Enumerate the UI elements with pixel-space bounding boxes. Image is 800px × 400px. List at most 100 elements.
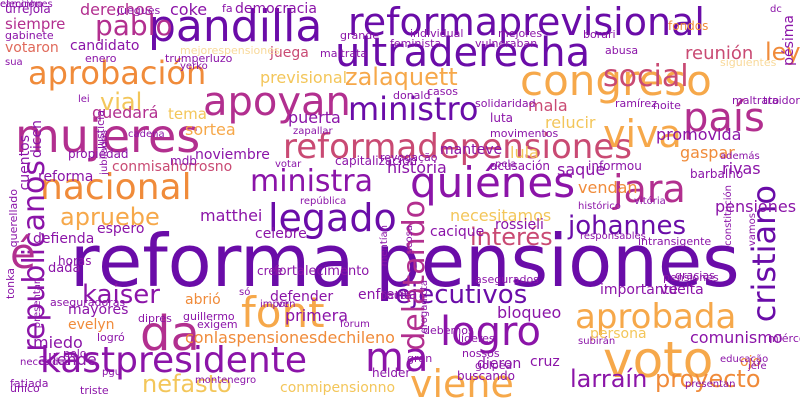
cloud-word: larraín (570, 365, 648, 393)
cloud-word: informou (588, 159, 642, 173)
cloud-word: gran (407, 352, 433, 365)
cloud-word: congreso (520, 56, 712, 105)
cloud-word: proyecto (655, 365, 761, 393)
cloud-word: ejecutivos (395, 280, 528, 310)
cloud-word: urrejola (5, 2, 51, 16)
cloud-word: evelyn (68, 317, 115, 333)
cloud-word: zalaquett (345, 63, 458, 91)
cloud-word: comunismo (690, 328, 783, 347)
cloud-word: voto (603, 331, 714, 389)
cloud-word: subirán (578, 336, 616, 347)
cloud-word: mala (528, 96, 568, 115)
cloud-word: abrió (185, 292, 221, 308)
cloud-word: juegues (117, 4, 161, 17)
cloud-word: kaiser (82, 280, 160, 310)
cloud-word: votaron (5, 40, 59, 56)
cloud-word: juega (270, 45, 309, 61)
cloud-word: drogadicta (419, 280, 430, 334)
cloud-word: fatiada (10, 377, 49, 390)
cloud-word: educação (720, 354, 769, 365)
cloud-word: reformaprevisional (348, 0, 705, 44)
cloud-word: único (10, 382, 40, 395)
cloud-word: sua (5, 57, 23, 68)
cloud-word: república (300, 196, 347, 207)
cloud-word: dc (770, 4, 782, 15)
cloud-word: historia (387, 158, 447, 177)
cloud-word: jara (613, 167, 686, 211)
cloud-word: quiénes (410, 158, 576, 207)
cloud-word: guillermo (183, 310, 235, 323)
cloud-word: mujeres (15, 109, 201, 163)
cloud-word: traidora (763, 94, 800, 107)
cloud-word: necesitamos (450, 206, 552, 225)
cloud-word: votar (275, 159, 302, 170)
cloud-word: exigem (197, 318, 238, 331)
cloud-word: debemos (423, 324, 474, 337)
cloud-word: sortea (185, 120, 236, 139)
cloud-word: tonka (4, 268, 17, 299)
cloud-word: intransigente (638, 235, 712, 248)
cloud-word: aprobación (28, 54, 207, 92)
cloud-word: é (10, 229, 36, 278)
cloud-word: helder (372, 366, 411, 380)
cloud-word: ma (365, 335, 429, 381)
cloud-word: font (241, 288, 325, 337)
cloud-word: pauta (380, 289, 412, 302)
cloud-word: saque (557, 160, 606, 179)
cloud-word: aprobada (575, 297, 737, 337)
cloud-word: dicen (29, 120, 45, 158)
cloud-word: fondos (668, 19, 709, 33)
cloud-word: lula (510, 143, 539, 162)
cloud-word: candidato (70, 38, 140, 54)
cloud-word: fortalecimento (274, 264, 370, 279)
cloud-word: reunión (685, 43, 754, 64)
cloud-word: democracia (235, 1, 317, 17)
cloud-word: nossos (462, 347, 500, 360)
cloud-word: mayores (68, 302, 129, 318)
cloud-word: social (603, 59, 689, 94)
cloud-word: pensiones (375, 219, 740, 303)
cloud-word: noite (653, 99, 681, 112)
cloud-word: jubilados (99, 130, 110, 175)
cloud-word: donald (393, 89, 431, 102)
cloud-word: viene (410, 362, 514, 400)
cloud-word: presentan (685, 379, 736, 390)
cloud-word: pandilla (148, 1, 323, 52)
cloud-word: conmipensionno (280, 380, 396, 396)
cloud-word: presentar (32, 280, 43, 329)
cloud-word: maltrata (320, 47, 368, 60)
cloud-word: histórico (578, 201, 621, 212)
cloud-word: vial (100, 88, 143, 116)
cloud-word: reformadepensiones (283, 127, 632, 167)
cloud-word: asegurados (475, 273, 539, 286)
cloud-word: pésima (781, 15, 797, 66)
cloud-word: derechos (80, 0, 154, 19)
cloud-word: reforma (38, 169, 94, 185)
cloud-word: gracias (675, 269, 715, 282)
cloud-word: primera (285, 306, 348, 325)
cloud-word: espero (97, 221, 145, 237)
cloud-word: cruz (530, 354, 560, 370)
cloud-word: casos (427, 85, 458, 98)
cloud-word: relucir (545, 113, 596, 132)
cloud-word: logró (97, 331, 125, 344)
cloud-word: acosa (404, 225, 415, 255)
cloud-word: cree (257, 264, 284, 278)
cloud-word: mentían (379, 225, 390, 267)
cloud-word: capitalización (335, 154, 418, 168)
cloud-word: ley (765, 38, 800, 66)
cloud-word: apruebe (60, 203, 160, 231)
cloud-word: noviembre (195, 147, 270, 163)
cloud-word: vitória (634, 196, 666, 207)
cloud-word: só (239, 287, 251, 298)
cloud-word: cacique (430, 224, 485, 240)
cloud-word: pensiones (663, 271, 719, 284)
cloud-word: dipres (138, 312, 172, 325)
cloud-word: matthei (200, 206, 263, 225)
cloud-word: querellado (7, 189, 20, 248)
cloud-word: abusa (605, 44, 639, 57)
cloud-word: ven (277, 299, 296, 310)
cloud-word: enfrenta (358, 287, 418, 303)
cloud-word: vulneraban (475, 37, 538, 50)
cloud-word: responsables (580, 231, 646, 242)
